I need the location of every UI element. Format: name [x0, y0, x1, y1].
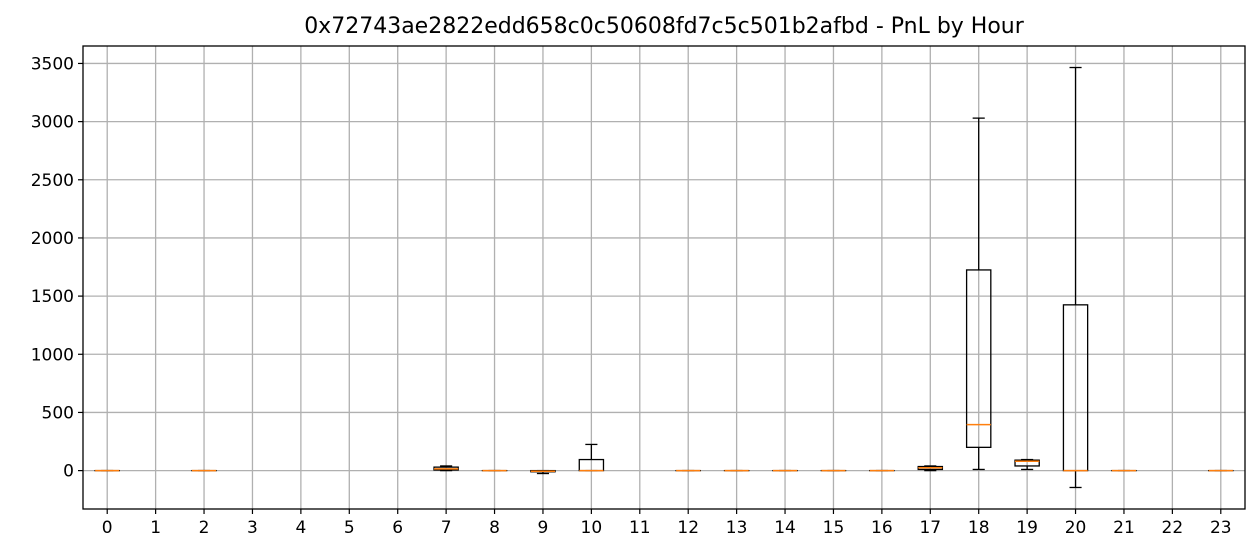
- x-tick-label: 15: [823, 518, 845, 538]
- y-tick-label: 3500: [31, 54, 74, 74]
- box-hour-18: [965, 117, 992, 471]
- x-tick-label: 3: [247, 518, 258, 538]
- y-tick-label: 1000: [31, 345, 74, 365]
- box-hour-9: [530, 469, 556, 475]
- x-tick-label: 8: [489, 518, 500, 538]
- plot-frame: [82, 45, 1246, 510]
- x-tick-label: 23: [1210, 518, 1232, 538]
- x-tick-label: 12: [677, 518, 699, 538]
- x-tick-label: 9: [538, 518, 549, 538]
- x-tick-label: 22: [1162, 518, 1184, 538]
- y-tick-label: 2000: [31, 229, 74, 249]
- x-tick-label: 17: [919, 518, 941, 538]
- axes: 0 1 2 3 4 5 6 7 8 9 10 11 12 13 14 15 16 17 18 19 20 21 22 2305…: [31, 45, 1246, 538]
- box-hour-10: [578, 443, 605, 472]
- x-tick-label: 13: [726, 518, 748, 538]
- x-tick-label: 10: [581, 518, 603, 538]
- box-hour-20: [1062, 66, 1089, 489]
- iqr-box: [965, 269, 992, 448]
- y-tick-label: 3000: [31, 113, 74, 133]
- x-tick-label: 7: [441, 518, 452, 538]
- x-tick-label: 18: [968, 518, 990, 538]
- x-tick-label: 19: [1016, 518, 1038, 538]
- box-hour-17: [917, 465, 944, 472]
- x-tick-label: 0: [102, 518, 113, 538]
- iqr-box: [1014, 459, 1040, 467]
- y-tick-label: 2500: [31, 171, 74, 191]
- grid: [83, 46, 1245, 509]
- x-tick-label: 2: [199, 518, 210, 538]
- x-tick-label: 4: [295, 518, 306, 538]
- box-hour-19: [1014, 458, 1040, 471]
- x-tick-label: 1: [150, 518, 161, 538]
- x-tick-label: 14: [774, 518, 796, 538]
- x-tick-label: 11: [629, 518, 651, 538]
- y-tick-label: 1500: [31, 287, 74, 307]
- chart-title: 0x72743ae2822edd658c0c50608fd7c5c501b2af…: [304, 14, 1025, 39]
- x-tick-label: 20: [1065, 518, 1087, 538]
- y-tick-label: 500: [42, 403, 74, 423]
- x-tick-label: 16: [871, 518, 893, 538]
- x-tick-label: 6: [392, 518, 403, 538]
- x-tick-label: 21: [1113, 518, 1135, 538]
- x-tick-label: 5: [344, 518, 355, 538]
- boxes: [94, 66, 1234, 489]
- y-tick-label: 0: [63, 462, 74, 482]
- box-hour-7: [433, 465, 459, 472]
